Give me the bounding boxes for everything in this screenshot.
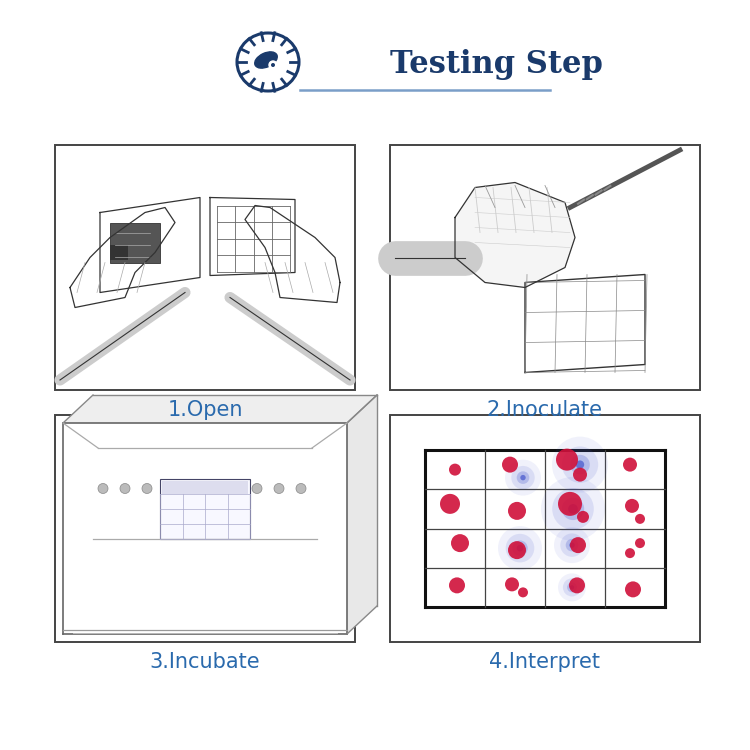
Circle shape (296, 484, 306, 494)
Circle shape (562, 446, 598, 483)
Circle shape (230, 484, 240, 494)
Circle shape (505, 460, 541, 496)
Circle shape (520, 475, 526, 480)
Circle shape (451, 534, 469, 552)
Circle shape (558, 573, 586, 602)
Circle shape (635, 538, 645, 548)
Circle shape (541, 477, 605, 541)
Circle shape (505, 578, 519, 591)
Circle shape (625, 548, 635, 558)
Bar (390, 415, 700, 642)
Bar (390, 145, 700, 390)
Circle shape (518, 587, 528, 597)
Circle shape (573, 468, 587, 482)
Circle shape (508, 542, 526, 560)
Bar (162, 481, 248, 494)
Circle shape (568, 504, 578, 514)
Polygon shape (63, 395, 377, 423)
Circle shape (517, 471, 530, 484)
Polygon shape (347, 395, 377, 634)
Circle shape (269, 61, 277, 69)
Polygon shape (455, 182, 575, 287)
Circle shape (635, 514, 645, 523)
Circle shape (558, 492, 582, 516)
Circle shape (164, 484, 174, 494)
Circle shape (569, 578, 585, 593)
Text: Testing Step: Testing Step (390, 50, 603, 80)
Circle shape (625, 499, 639, 513)
Text: 3.Incubate: 3.Incubate (150, 652, 260, 672)
Circle shape (120, 484, 130, 494)
Circle shape (552, 436, 608, 493)
Circle shape (274, 484, 284, 494)
Text: 2.Inoculate: 2.Inoculate (487, 400, 603, 420)
Circle shape (449, 578, 465, 593)
Circle shape (569, 542, 574, 548)
Circle shape (208, 484, 218, 494)
Circle shape (563, 578, 581, 596)
Circle shape (570, 585, 574, 590)
Bar (55, 145, 355, 390)
Circle shape (498, 526, 542, 570)
Circle shape (440, 494, 460, 514)
Circle shape (566, 538, 578, 551)
Circle shape (271, 63, 275, 67)
Bar (55, 415, 355, 642)
Circle shape (502, 457, 518, 472)
Text: 4.Interpret: 4.Interpret (490, 652, 601, 672)
Circle shape (512, 466, 535, 489)
Bar (110, 244, 128, 260)
Circle shape (625, 581, 641, 597)
Circle shape (552, 488, 594, 530)
Circle shape (186, 484, 196, 494)
Ellipse shape (255, 52, 278, 68)
Circle shape (556, 448, 578, 471)
Bar (160, 478, 250, 538)
Circle shape (577, 511, 589, 523)
Circle shape (623, 458, 637, 472)
Text: 1.Open: 1.Open (167, 400, 243, 420)
Circle shape (567, 583, 577, 592)
Circle shape (98, 484, 108, 494)
Circle shape (517, 544, 524, 551)
Circle shape (506, 534, 534, 562)
Circle shape (576, 460, 584, 469)
Circle shape (560, 533, 584, 556)
Circle shape (562, 498, 584, 520)
Bar (110, 223, 160, 262)
Circle shape (570, 537, 586, 554)
Circle shape (570, 454, 590, 475)
Circle shape (142, 484, 152, 494)
Circle shape (252, 484, 262, 494)
Circle shape (512, 541, 528, 556)
Circle shape (449, 464, 461, 476)
Circle shape (508, 502, 526, 520)
Circle shape (554, 527, 590, 563)
